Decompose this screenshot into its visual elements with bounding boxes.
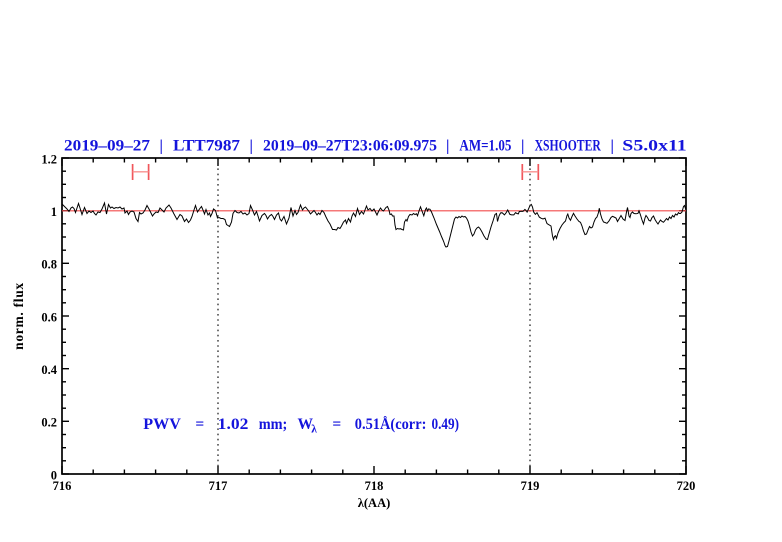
svg-text:0: 0 xyxy=(51,468,57,482)
svg-text:1.2: 1.2 xyxy=(41,152,57,166)
svg-text:720: 720 xyxy=(677,479,696,493)
svg-text:0.2: 0.2 xyxy=(41,416,57,430)
svg-text:717: 717 xyxy=(209,479,228,493)
svg-text:1: 1 xyxy=(51,205,57,219)
svg-text:716: 716 xyxy=(53,479,72,493)
svg-text:719: 719 xyxy=(521,479,540,493)
svg-text:norm. flux: norm. flux xyxy=(11,282,26,350)
svg-text:0.4: 0.4 xyxy=(41,363,57,377)
svg-text:0.6: 0.6 xyxy=(41,310,57,324)
svg-text:0.8: 0.8 xyxy=(41,258,57,272)
svg-text:718: 718 xyxy=(365,479,384,493)
svg-text:2019–09–27|LTT7987|2019–09–27T: 2019–09–27 | LTT7987 | 2019–09–27T23:06:09.9… xyxy=(64,138,687,155)
svg-text:λ(AA): λ(AA) xyxy=(358,496,391,510)
